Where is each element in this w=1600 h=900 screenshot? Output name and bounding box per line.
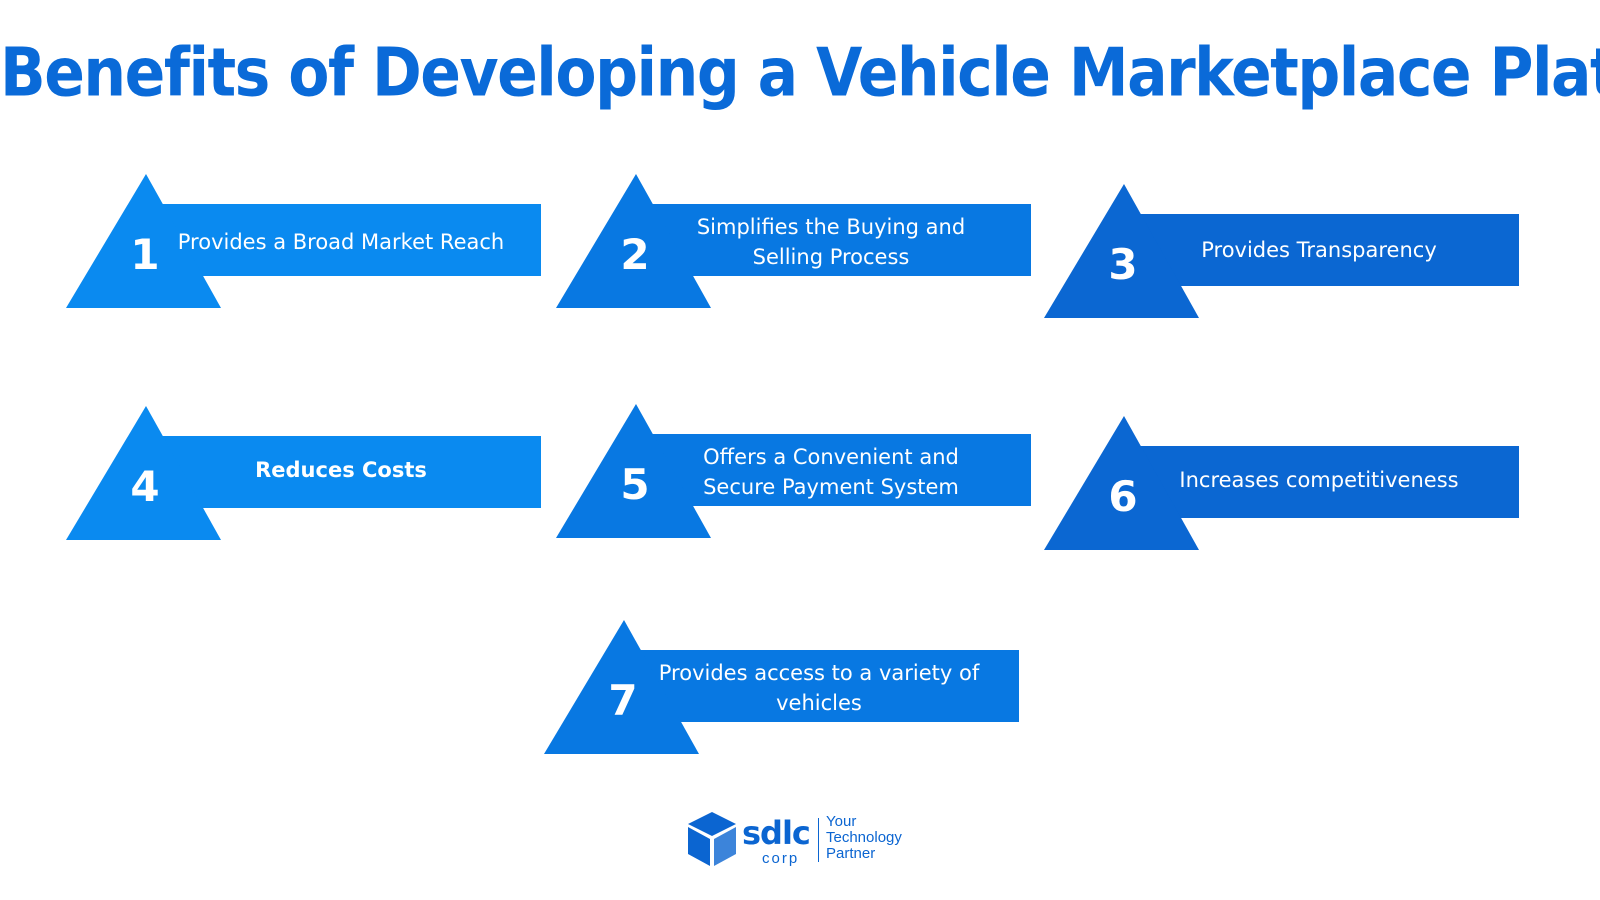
benefit-card-3: 3 Provides Transparency bbox=[1044, 184, 1524, 324]
arrow-shape bbox=[66, 174, 541, 308]
benefit-card-2: 2 Simplifies the Buying and Selling Proc… bbox=[556, 174, 1036, 314]
benefit-card-7: 7 Provides access to a variety of vehicl… bbox=[544, 620, 1024, 760]
arrow-shape bbox=[1044, 416, 1519, 550]
logo-sub: corp bbox=[762, 850, 800, 867]
benefit-label: Increases competitiveness bbox=[1179, 468, 1459, 492]
benefit-number: 7 bbox=[608, 676, 638, 725]
benefit-label: Provides a Broad Market Reach bbox=[177, 230, 505, 254]
logo-divider bbox=[818, 818, 819, 862]
benefit-label: Provides Transparency bbox=[1201, 238, 1437, 262]
benefit-number: 3 bbox=[1108, 240, 1138, 289]
arrow-shape bbox=[556, 174, 1031, 308]
arrow-shape bbox=[556, 404, 1031, 538]
page-title: Benefits of Developing a Vehicle Marketp… bbox=[0, 34, 1600, 113]
benefit-number: 1 bbox=[130, 230, 160, 279]
benefit-label: Offers a Convenient and Secure Payment S… bbox=[703, 445, 959, 499]
arrow-shape bbox=[66, 406, 541, 540]
benefit-card-1: 1 Provides a Broad Market Reach bbox=[66, 174, 546, 314]
logo-tagline: Your Technology Partner bbox=[826, 813, 902, 862]
benefit-label: Simplifies the Buying and Selling Proces… bbox=[696, 215, 966, 269]
logo-brand: sdlc bbox=[742, 814, 811, 852]
benefit-label: Provides access to a variety of vehicles bbox=[658, 661, 980, 715]
benefit-number: 5 bbox=[620, 460, 650, 509]
benefit-number: 4 bbox=[130, 462, 160, 511]
benefit-number: 2 bbox=[620, 230, 650, 279]
benefit-card-5: 5 Offers a Convenient and Secure Payment… bbox=[556, 404, 1036, 544]
benefit-number: 6 bbox=[1108, 472, 1138, 521]
arrow-shape bbox=[544, 620, 1019, 754]
benefit-label: Reduces Costs bbox=[255, 458, 427, 482]
benefit-card-6: 6 Increases competitiveness bbox=[1044, 416, 1524, 556]
cube-icon bbox=[688, 812, 736, 866]
arrow-shape bbox=[1044, 184, 1519, 318]
company-logo: sdlc corp Your Technology Partner bbox=[686, 810, 926, 874]
benefit-card-4: 4 Reduces Costs bbox=[66, 406, 546, 546]
